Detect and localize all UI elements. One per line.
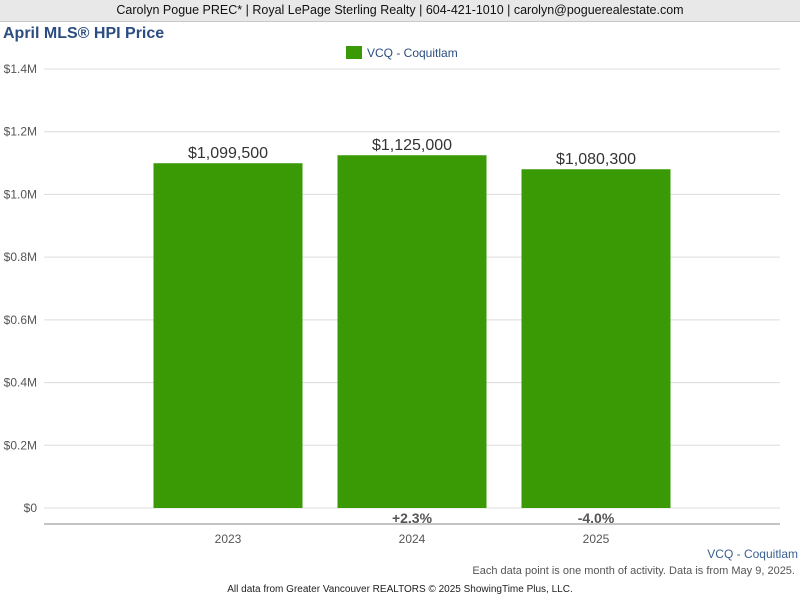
data-footnote: Each data point is one month of activity… <box>472 565 795 577</box>
y-tick-label: $0 <box>24 501 38 515</box>
y-tick-label: $0.2M <box>4 438 37 452</box>
x-tick-label: 2023 <box>215 532 242 546</box>
copyright-notice: All data from Greater Vancouver REALTORS… <box>227 584 573 595</box>
change-label: -4.0% <box>578 510 615 526</box>
x-tick-label: 2025 <box>583 532 610 546</box>
contact-header: Carolyn Pogue PREC* | Royal LePage Sterl… <box>0 0 800 22</box>
bar <box>153 163 303 508</box>
bar <box>337 155 487 508</box>
bar-value-label: $1,080,300 <box>556 151 636 168</box>
change-label: +2.3% <box>392 510 433 526</box>
bar <box>521 169 671 508</box>
y-tick-label: $1.4M <box>4 62 37 76</box>
x-tick-label: 2024 <box>399 532 426 546</box>
legend-label: VCQ - Coquitlam <box>367 46 458 60</box>
y-tick-label: $1.2M <box>4 125 37 139</box>
y-tick-label: $0.6M <box>4 313 37 327</box>
series-note: VCQ - Coquitlam <box>707 547 798 561</box>
y-tick-label: $1.0M <box>4 187 37 201</box>
chart-title: April MLS® HPI Price <box>3 25 165 42</box>
y-tick-label: $0.4M <box>4 376 37 390</box>
legend-swatch <box>346 46 362 59</box>
y-tick-label: $0.8M <box>4 250 37 264</box>
contact-text: Carolyn Pogue PREC* | Royal LePage Sterl… <box>116 3 684 17</box>
bar-value-label: $1,125,000 <box>372 137 452 154</box>
bar-value-label: $1,099,500 <box>188 145 268 162</box>
